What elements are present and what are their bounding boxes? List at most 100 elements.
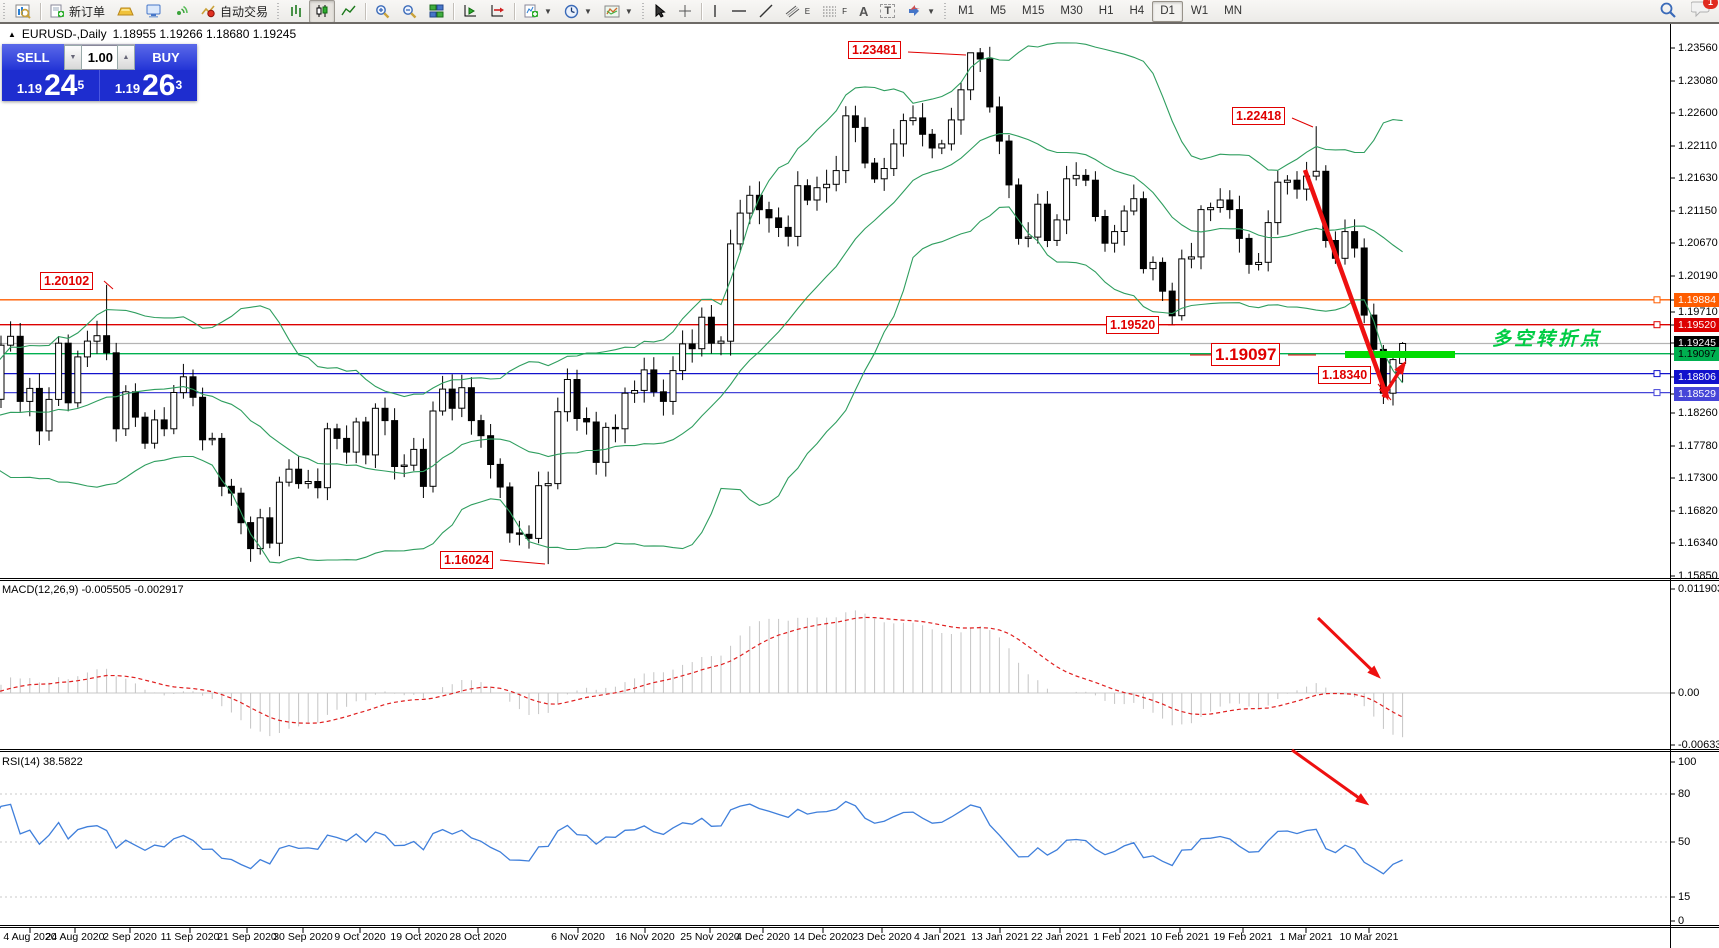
callout-connectors	[103, 51, 1392, 565]
market-watch-icon[interactable]	[140, 0, 168, 23]
price-axis-label: 1.22600	[1678, 107, 1718, 119]
toolbar-grip	[2, 3, 7, 19]
date-axis-label: 4 Aug 2020	[3, 931, 57, 943]
price-axis-label: 1.19710	[1678, 306, 1718, 318]
price-callout-1.20102[interactable]: 1.20102	[40, 272, 94, 290]
sell-price[interactable]: 1.19 24 5	[2, 70, 100, 101]
red-arrow[interactable]	[1302, 169, 1390, 401]
buy-price-pip: 3	[175, 78, 183, 92]
macd-axis-label: -0.006334	[1678, 739, 1719, 751]
toolbar-grip	[943, 3, 949, 19]
shapes-tool-button[interactable]: ▼	[901, 0, 941, 23]
date-axis-label: 1 Feb 2021	[1093, 931, 1147, 943]
templates-button[interactable]: ▼	[598, 0, 639, 23]
line-chart-type-icon[interactable]	[335, 0, 362, 23]
volume-value[interactable]: 1.00	[82, 45, 117, 70]
clock-icon	[564, 4, 579, 18]
shapes-caret: ▼	[927, 6, 936, 16]
volume-down-button[interactable]: ▼	[64, 45, 82, 70]
chart-symbol-icon: ▲	[8, 29, 16, 39]
vertical-line-tool-icon[interactable]	[705, 0, 725, 23]
timeframe-mn[interactable]: MN	[1224, 4, 1243, 17]
price-callout-1.23481[interactable]: 1.23481	[848, 41, 902, 59]
toolbar-separator	[700, 2, 702, 20]
price-axis-chip: 1.18529	[1674, 387, 1719, 401]
red-arrow[interactable]	[1316, 616, 1381, 679]
toolbar-separator	[40, 2, 41, 20]
horizontal-line-tool-icon[interactable]	[725, 0, 753, 23]
sell-button[interactable]: SELL	[2, 44, 64, 70]
date-axis-label: 2 Sep 2020	[103, 931, 157, 943]
indicators-icon	[524, 4, 539, 17]
buy-price[interactable]: 1.19 26 3	[100, 70, 197, 101]
timeframe-w1[interactable]: W1	[1190, 4, 1209, 17]
auto-scroll-icon[interactable]	[457, 0, 484, 23]
chart-window-icon[interactable]	[9, 0, 37, 23]
price-axis-label: 1.16820	[1678, 505, 1718, 517]
price-callout-1.18340[interactable]: 1.18340	[1318, 366, 1372, 384]
gold-icon[interactable]	[111, 0, 140, 23]
buy-price-prefix: 1.19	[114, 81, 141, 96]
toolbar-separator	[514, 2, 516, 20]
tile-windows-icon[interactable]	[423, 0, 450, 23]
toolbar-separator	[453, 2, 455, 20]
search-icon[interactable]	[1659, 1, 1677, 22]
timeframe-m30[interactable]: M30	[1060, 4, 1083, 17]
timeframe-h4[interactable]: H4	[1129, 4, 1145, 17]
cursor-tool-icon[interactable]	[648, 0, 672, 23]
volume-up-button[interactable]: ▲	[117, 45, 135, 70]
rsi-axis-label: 15	[1678, 891, 1691, 903]
chinese-note-text[interactable]: 多空转折点	[1492, 329, 1603, 350]
fibonacci-tool-icon[interactable]: F	[816, 0, 853, 23]
timeframe-m15[interactable]: M15	[1022, 4, 1045, 17]
price-callout-1.19520[interactable]: 1.19520	[1106, 316, 1160, 334]
timeframe-d1[interactable]: D1	[1152, 0, 1183, 22]
trendline-tool-icon[interactable]	[753, 0, 779, 23]
timeframe-m1[interactable]: M1	[958, 4, 975, 17]
channel-tool-icon[interactable]: E	[779, 0, 816, 23]
date-axis-label: 4 Dec 2020	[736, 931, 790, 943]
price-axis-label: 1.22110	[1678, 140, 1717, 152]
autotrade-button[interactable]: 自动交易	[195, 0, 274, 23]
rsi-axis-label: 0	[1678, 915, 1685, 927]
sell-price-pip: 5	[77, 78, 85, 92]
red-arrow[interactable]	[1291, 748, 1370, 806]
text-tool-glyph: A	[859, 3, 869, 19]
price-axis-chip: 1.19884	[1674, 293, 1719, 307]
zoom-in-icon[interactable]	[369, 0, 396, 23]
text-label-tool-icon[interactable]: T	[874, 0, 901, 23]
rsi-line	[0, 800, 1403, 875]
trend-arrows	[1291, 169, 1407, 806]
zoom-out-icon[interactable]	[396, 0, 423, 23]
indicators-button[interactable]: ▼	[518, 0, 558, 23]
bollinger-bands	[0, 42, 1404, 564]
signal-icon[interactable]	[168, 0, 195, 23]
bar-chart-type-icon[interactable]	[283, 0, 309, 23]
chart-shift-icon[interactable]	[484, 0, 511, 23]
price-callout-1.16024[interactable]: 1.16024	[440, 551, 494, 569]
timeframe-m5[interactable]: M5	[990, 4, 1007, 17]
templates-caret: ▼	[624, 6, 633, 16]
text-tool-icon[interactable]: A	[853, 0, 874, 23]
price-axis-label: 1.16340	[1678, 537, 1718, 549]
timeframe-h1[interactable]: H1	[1098, 4, 1114, 17]
date-axis-label: 28 Oct 2020	[449, 931, 507, 943]
green-highlight-bar[interactable]	[1345, 351, 1455, 358]
price-callout-1.22418[interactable]: 1.22418	[1232, 107, 1286, 125]
periods-button[interactable]: ▼	[558, 0, 598, 23]
buy-button[interactable]: BUY	[135, 44, 197, 70]
date-axis-label: 6 Nov 2020	[551, 931, 605, 943]
price-axis-label: 1.21150	[1678, 205, 1717, 217]
timeframe-bar: M1 M5 M15 M30 H1 H4 D1 W1 MN	[950, 0, 1250, 22]
rsi-axis-label: 100	[1678, 756, 1697, 768]
new-order-label: 新订单	[69, 4, 106, 19]
chat-icon[interactable]: 1	[1690, 0, 1718, 21]
new-order-button[interactable]: 新订单	[44, 0, 111, 23]
red-arrow[interactable]	[1381, 360, 1407, 398]
chat-badge: 1	[1703, 0, 1718, 9]
crosshair-tool-icon[interactable]	[672, 0, 698, 23]
rsi-label: RSI(14) 38.5822	[2, 756, 83, 768]
price-callout-1.19097[interactable]: 1.19097	[1211, 343, 1281, 366]
buy-price-main: 26	[142, 69, 176, 102]
